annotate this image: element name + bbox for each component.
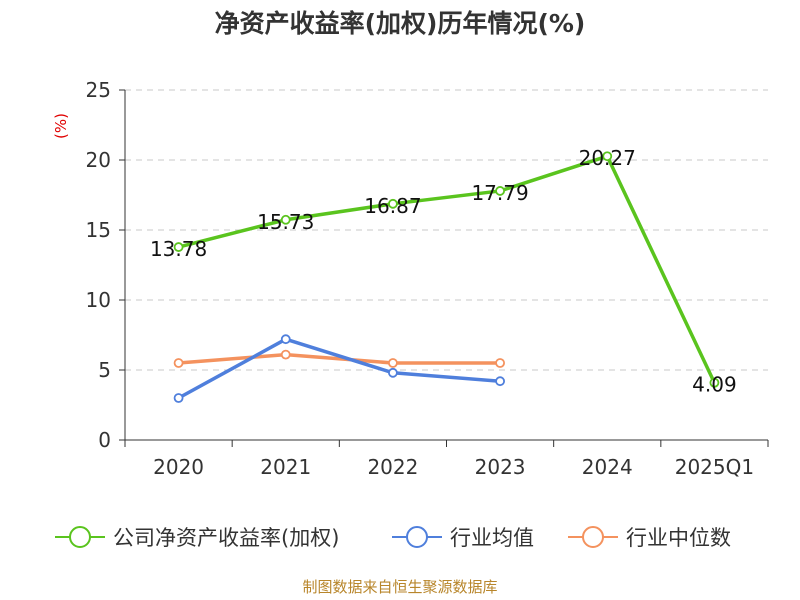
grid-lines [125,89,768,371]
y-axis-label: (%) [52,113,70,139]
axes: 0 5 10 15 20 25 2020 2021 2022 2023 2024 2025Q1 [86,78,769,479]
source-note: 制图数据来自恒生聚源数据库 [302,578,497,596]
y-tick-label: 20 [86,148,111,172]
y-tick-label: 25 [86,78,111,102]
y-tick-label: 15 [86,218,111,242]
data-point [173,393,184,403]
data-point [495,358,505,368]
y-tick-label: 10 [86,288,111,312]
legend-swatch-marker [582,526,604,548]
data-point [495,376,505,387]
x-tick-label: 2023 [475,455,526,479]
legend-label: 行业中位数 [626,526,731,550]
series-line [176,352,502,365]
data-label: 16.87 [364,194,421,218]
legend-swatch-marker [69,526,91,548]
data-point [709,377,720,388]
data-label: 17.79 [471,181,528,205]
data-labels: 13.78 15.73 16.87 17.79 20.27 4.09 [150,146,737,397]
data-label: 4.09 [692,373,737,397]
series-lines [173,151,720,403]
x-tick-label: 2022 [367,455,418,479]
legend: 公司净资产收益率(加权) 行业均值 行业中位数 [55,526,731,550]
x-tick-label: 2024 [582,455,633,479]
data-point [388,358,398,368]
data-point [280,334,291,345]
data-label: 20.27 [579,146,636,170]
data-label: 13.78 [150,237,207,261]
data-point [280,349,291,360]
x-tick-label: 2021 [260,455,311,479]
legend-label: 公司净资产收益率(加权) [113,526,339,550]
chart-title: 净资产收益率(加权)历年情况(%) [215,9,586,38]
legend-label: 行业均值 [450,526,534,550]
data-point [602,151,613,162]
series-line [176,337,502,400]
series-line [176,154,717,385]
y-tick-label: 5 [98,358,111,382]
data-point [495,186,505,196]
data-point [173,358,184,368]
data-point [280,214,291,225]
y-tick-label: 0 [98,428,111,452]
data-point [388,198,398,209]
x-tick-label: 2020 [153,455,204,479]
data-label: 15.73 [257,210,314,234]
legend-swatch-marker [406,526,428,548]
x-tick-label: 2025Q1 [675,455,754,479]
data-point [388,367,398,378]
data-point [173,242,184,252]
